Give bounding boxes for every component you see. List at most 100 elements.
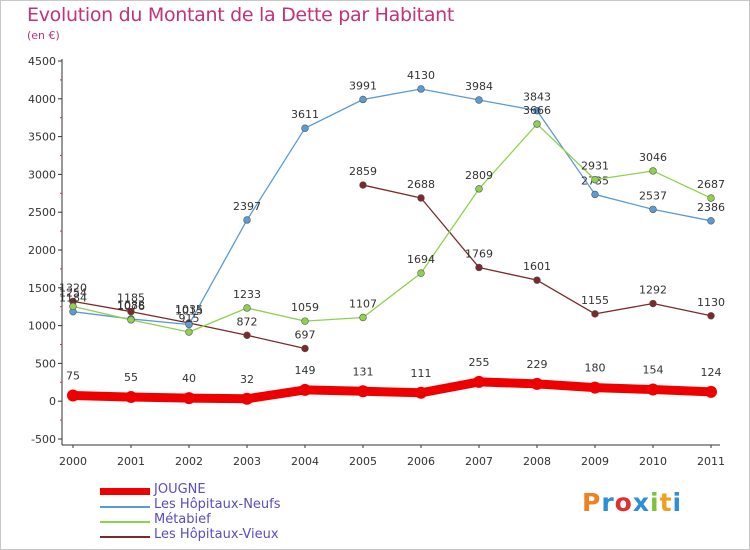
data-point-1 bbox=[417, 85, 425, 93]
data-label-3: 1320 bbox=[59, 281, 87, 294]
data-point-2 bbox=[69, 302, 77, 311]
data-label-3: 697 bbox=[295, 329, 316, 342]
series-line-1 bbox=[72, 88, 712, 326]
data-point-2 bbox=[475, 185, 483, 193]
x-tick-label: 2007 bbox=[465, 455, 493, 468]
data-point-1 bbox=[301, 124, 309, 132]
data-label-2: 915 bbox=[179, 312, 200, 325]
x-tick-label: 2004 bbox=[291, 455, 319, 468]
data-point-3 bbox=[301, 344, 309, 353]
data-point-1 bbox=[591, 190, 599, 199]
data-point-3 bbox=[127, 307, 135, 316]
data-label-1: 4130 bbox=[407, 69, 435, 82]
x-tick-label: 2002 bbox=[175, 455, 203, 468]
data-point-2 bbox=[243, 304, 251, 312]
y-tick-label: 3000 bbox=[28, 168, 56, 181]
data-point-3 bbox=[243, 331, 251, 339]
x-tick-label: 2009 bbox=[581, 455, 609, 468]
legend-label-metabief: Métabief bbox=[154, 512, 211, 527]
legend-swatch-jougne bbox=[100, 488, 150, 495]
data-label-0: 124 bbox=[701, 366, 722, 379]
data-label-3: 872 bbox=[237, 315, 258, 328]
legend-swatch-hopitaux-neufs bbox=[100, 506, 150, 508]
data-label-0: 149 bbox=[295, 364, 316, 377]
data-label-2: 2931 bbox=[581, 160, 609, 173]
data-label-0: 229 bbox=[527, 358, 548, 371]
data-point-1 bbox=[707, 217, 715, 225]
y-tick-label: 4000 bbox=[28, 93, 56, 106]
data-point-1 bbox=[533, 106, 541, 115]
data-label-1: 1184 bbox=[59, 292, 87, 305]
data-label-2: 1076 bbox=[117, 300, 145, 313]
y-tick-label: -500 bbox=[31, 433, 56, 446]
logo-letter: P bbox=[582, 488, 602, 517]
y-tick-label: 2000 bbox=[28, 244, 56, 257]
data-point-3 bbox=[359, 181, 367, 189]
data-point-1 bbox=[475, 96, 483, 104]
y-tick-label: 0 bbox=[49, 395, 56, 408]
data-label-3: 1185 bbox=[117, 292, 145, 305]
logo-letter: r bbox=[601, 488, 615, 517]
series-line-2 bbox=[72, 123, 712, 333]
data-point-3 bbox=[649, 299, 657, 308]
data-point-0 bbox=[357, 385, 369, 398]
x-tick-label: 2003 bbox=[233, 455, 261, 468]
data-point-1 bbox=[243, 216, 251, 224]
data-point-0 bbox=[415, 386, 427, 399]
data-label-2: 2809 bbox=[465, 169, 493, 182]
y-tick-label: 3500 bbox=[28, 131, 56, 144]
logo-letter: i bbox=[672, 488, 683, 517]
data-point-2 bbox=[359, 313, 367, 322]
y-tick-label: 2500 bbox=[28, 206, 56, 219]
y-tick-label: 1000 bbox=[28, 320, 56, 333]
series-line-0 bbox=[68, 377, 716, 404]
data-point-0 bbox=[299, 383, 311, 396]
data-point-0 bbox=[473, 375, 485, 388]
data-point-3 bbox=[533, 276, 541, 284]
data-point-0 bbox=[183, 392, 195, 405]
data-point-3 bbox=[475, 263, 483, 272]
data-point-2 bbox=[185, 328, 193, 336]
data-label-1: 2537 bbox=[639, 189, 667, 202]
data-label-0: 40 bbox=[182, 372, 196, 385]
legend-swatch-metabief bbox=[100, 521, 150, 523]
data-point-0 bbox=[125, 391, 137, 404]
data-label-1: 3843 bbox=[523, 91, 551, 104]
data-label-0: 131 bbox=[353, 365, 374, 378]
data-point-2 bbox=[591, 175, 599, 184]
data-label-2: 1254 bbox=[59, 286, 87, 299]
x-tick-label: 2000 bbox=[59, 455, 87, 468]
logo-letter: o bbox=[614, 488, 633, 517]
data-label-3: 2688 bbox=[407, 178, 435, 191]
y-tick-label: 500 bbox=[35, 357, 56, 370]
x-tick-label: 2011 bbox=[697, 455, 725, 468]
data-label-1: 3611 bbox=[291, 108, 319, 121]
data-point-3 bbox=[417, 194, 425, 202]
data-label-0: 111 bbox=[411, 367, 432, 380]
data-label-1: 3984 bbox=[465, 80, 493, 93]
data-label-3: 2859 bbox=[349, 165, 377, 178]
data-label-2: 3666 bbox=[523, 104, 551, 117]
logo-letter: t bbox=[659, 488, 673, 517]
data-point-3 bbox=[591, 310, 599, 318]
chart-title: Evolution du Montant de la Dette par Hab… bbox=[27, 4, 455, 26]
x-tick-label: 2005 bbox=[349, 455, 377, 468]
data-label-1: 2397 bbox=[233, 200, 261, 213]
data-point-0 bbox=[705, 385, 717, 398]
data-point-0 bbox=[647, 383, 659, 396]
legend-label-hopitaux-neufs: Les Hôpitaux-Neufs bbox=[154, 497, 281, 512]
y-tick-label: 1500 bbox=[28, 282, 56, 295]
data-point-2 bbox=[707, 194, 715, 202]
data-label-1: 2386 bbox=[697, 201, 725, 214]
legend-swatch-hopitaux-vieux bbox=[100, 536, 150, 538]
data-label-2: 3046 bbox=[639, 151, 667, 164]
data-label-3: 1769 bbox=[465, 247, 493, 260]
data-label-2: 2687 bbox=[697, 178, 725, 191]
data-label-0: 255 bbox=[469, 356, 490, 369]
x-tick-label: 2006 bbox=[407, 455, 435, 468]
data-label-2: 1059 bbox=[291, 301, 319, 314]
data-label-3: 1155 bbox=[581, 294, 609, 307]
data-label-1: 1088 bbox=[117, 299, 145, 312]
